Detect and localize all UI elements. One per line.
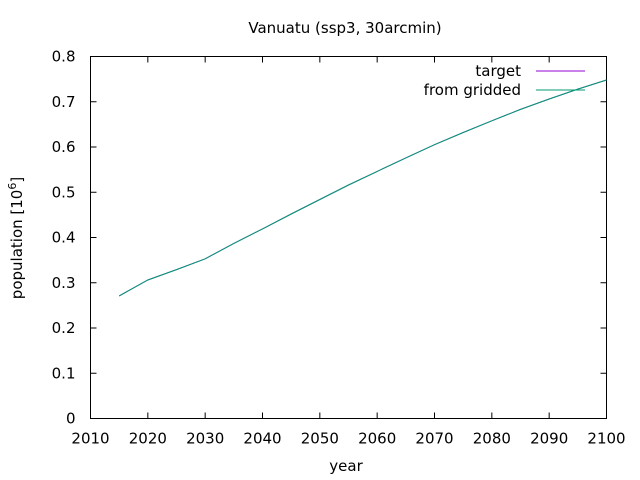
y-tick-label: 0.6 [52,138,76,156]
x-tick-label: 2100 [587,430,625,448]
y-tick-label: 0.7 [52,93,76,111]
y-tick-label: 0.1 [52,364,76,382]
x-axis: 2010 2020 2030 2040 2050 2060 2070 2080 2090 2100 [71,56,626,448]
y-axis-label: population [106] [6,177,26,299]
x-tick-label: 2010 [71,430,109,448]
x-tick-label: 2040 [243,430,281,448]
x-tick-label: 2030 [186,430,224,448]
y-tick-label: 0.3 [52,274,76,292]
legend-label: from gridded [424,81,521,99]
x-tick-label: 2080 [473,430,511,448]
y-tick-label: 0.8 [52,48,76,66]
y-axis: 0 0.1 0.2 0.3 0.4 0.5 0.6 0.7 0.8 [52,48,607,428]
x-tick-label: 2050 [301,430,339,448]
y-axis-label-tail: ] [8,177,26,183]
y-tick-label: 0.5 [52,183,76,201]
chart-title: Vanuatu (ssp3, 30arcmin) [248,19,441,37]
series-line-from-gridded [118,79,607,297]
y-tick-label: 0 [66,410,76,428]
x-tick-label: 2070 [415,430,453,448]
series-lines [118,79,607,297]
y-axis-label-exponent: 6 [6,183,19,190]
y-tick-label: 0.2 [52,319,76,337]
x-tick-label: 2090 [530,430,568,448]
y-axis-label-base: population [10 [8,190,26,300]
x-tick-label: 2060 [358,430,396,448]
legend-label: target [475,62,521,80]
plot-frame [90,56,607,419]
x-tick-label: 2020 [129,430,167,448]
x-axis-label: year [329,457,363,475]
y-tick-label: 0.4 [52,229,76,247]
